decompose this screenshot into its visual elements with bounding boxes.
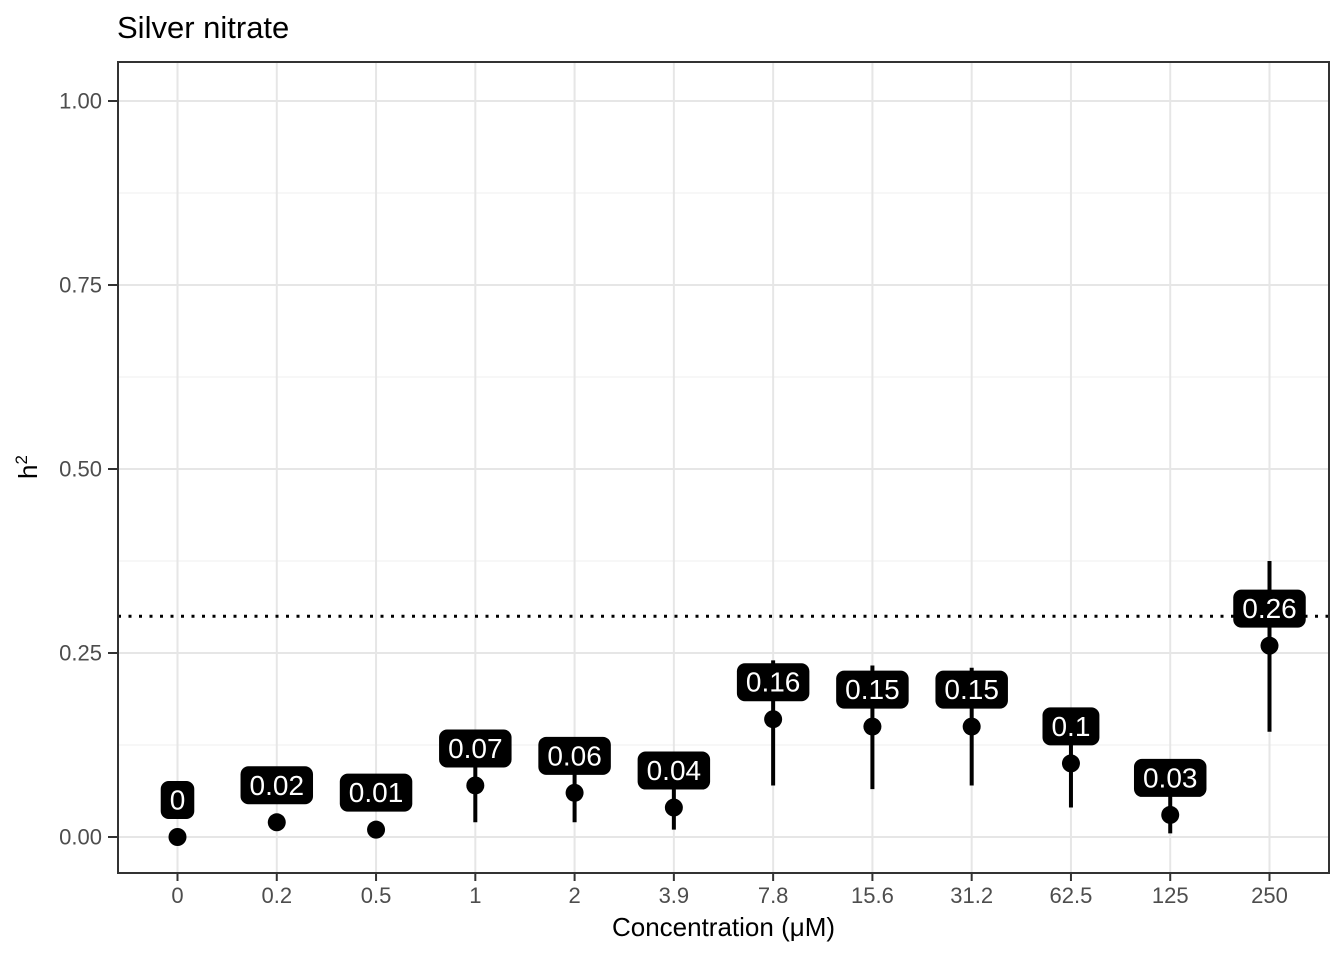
- y-tick-label: 0.75: [59, 273, 102, 298]
- x-tick-label: 0.5: [361, 883, 392, 908]
- data-point: [267, 813, 286, 832]
- value-label: 0.02: [250, 770, 305, 801]
- value-label-box: [935, 670, 1008, 709]
- data-point: [168, 828, 187, 846]
- x-tick-label: 62.5: [1050, 883, 1093, 908]
- value-label-box: [439, 729, 512, 768]
- y-tick-label: 0.00: [59, 825, 102, 850]
- value-label-box: [538, 736, 611, 775]
- value-label-box: [339, 773, 413, 812]
- chart-title: Silver nitrate: [117, 10, 290, 45]
- panel-border: [117, 61, 1330, 874]
- value-label-box: [1133, 758, 1207, 797]
- x-tick-label: 3.9: [659, 883, 690, 908]
- value-label: 0.26: [1242, 593, 1297, 624]
- x-tick-label: 7.8: [758, 883, 789, 908]
- x-tick-label: 2: [568, 883, 580, 908]
- data-point: [863, 717, 882, 736]
- y-tick-label: 0.25: [59, 641, 102, 666]
- value-label: 0.01: [349, 777, 404, 808]
- value-label-box: [637, 751, 711, 790]
- value-label: 0: [170, 785, 186, 816]
- value-label: 0.06: [547, 740, 602, 771]
- data-point: [466, 776, 485, 795]
- value-label-box: [160, 781, 195, 819]
- x-tick-label: 1: [469, 883, 481, 908]
- y-tick-label: 1.00: [59, 89, 102, 114]
- value-label: 0.15: [845, 674, 900, 705]
- value-label: 0.04: [647, 755, 702, 786]
- data-point: [1260, 636, 1279, 655]
- value-label-box: [836, 670, 909, 709]
- value-label: 0.1: [1051, 711, 1090, 742]
- value-label-box: [1042, 707, 1100, 746]
- x-tick-label: 0: [171, 883, 183, 908]
- x-tick-label: 125: [1152, 883, 1189, 908]
- data-point: [1061, 754, 1080, 773]
- value-label: 0.16: [746, 667, 801, 698]
- data-point: [1161, 805, 1180, 824]
- data-point: [367, 820, 386, 839]
- x-axis-title: Concentration (μM): [611, 912, 836, 942]
- x-tick-label: 0.2: [261, 883, 292, 908]
- data-point: [664, 798, 683, 817]
- data-point: [962, 717, 981, 736]
- y-tick-label: 0.50: [59, 457, 102, 482]
- data-point: [764, 710, 783, 729]
- data-point: [565, 783, 584, 802]
- value-label: 0.07: [448, 733, 503, 764]
- plot-panel: [118, 62, 1329, 873]
- value-label: 0.15: [944, 674, 999, 705]
- value-label-box: [1233, 589, 1306, 628]
- value-label-box: [736, 663, 810, 702]
- x-tick-label: 250: [1251, 883, 1288, 908]
- value-label: 0.03: [1143, 762, 1198, 793]
- x-tick-label: 31.2: [950, 883, 993, 908]
- value-label-box: [240, 766, 314, 805]
- x-tick-label: 15.6: [851, 883, 894, 908]
